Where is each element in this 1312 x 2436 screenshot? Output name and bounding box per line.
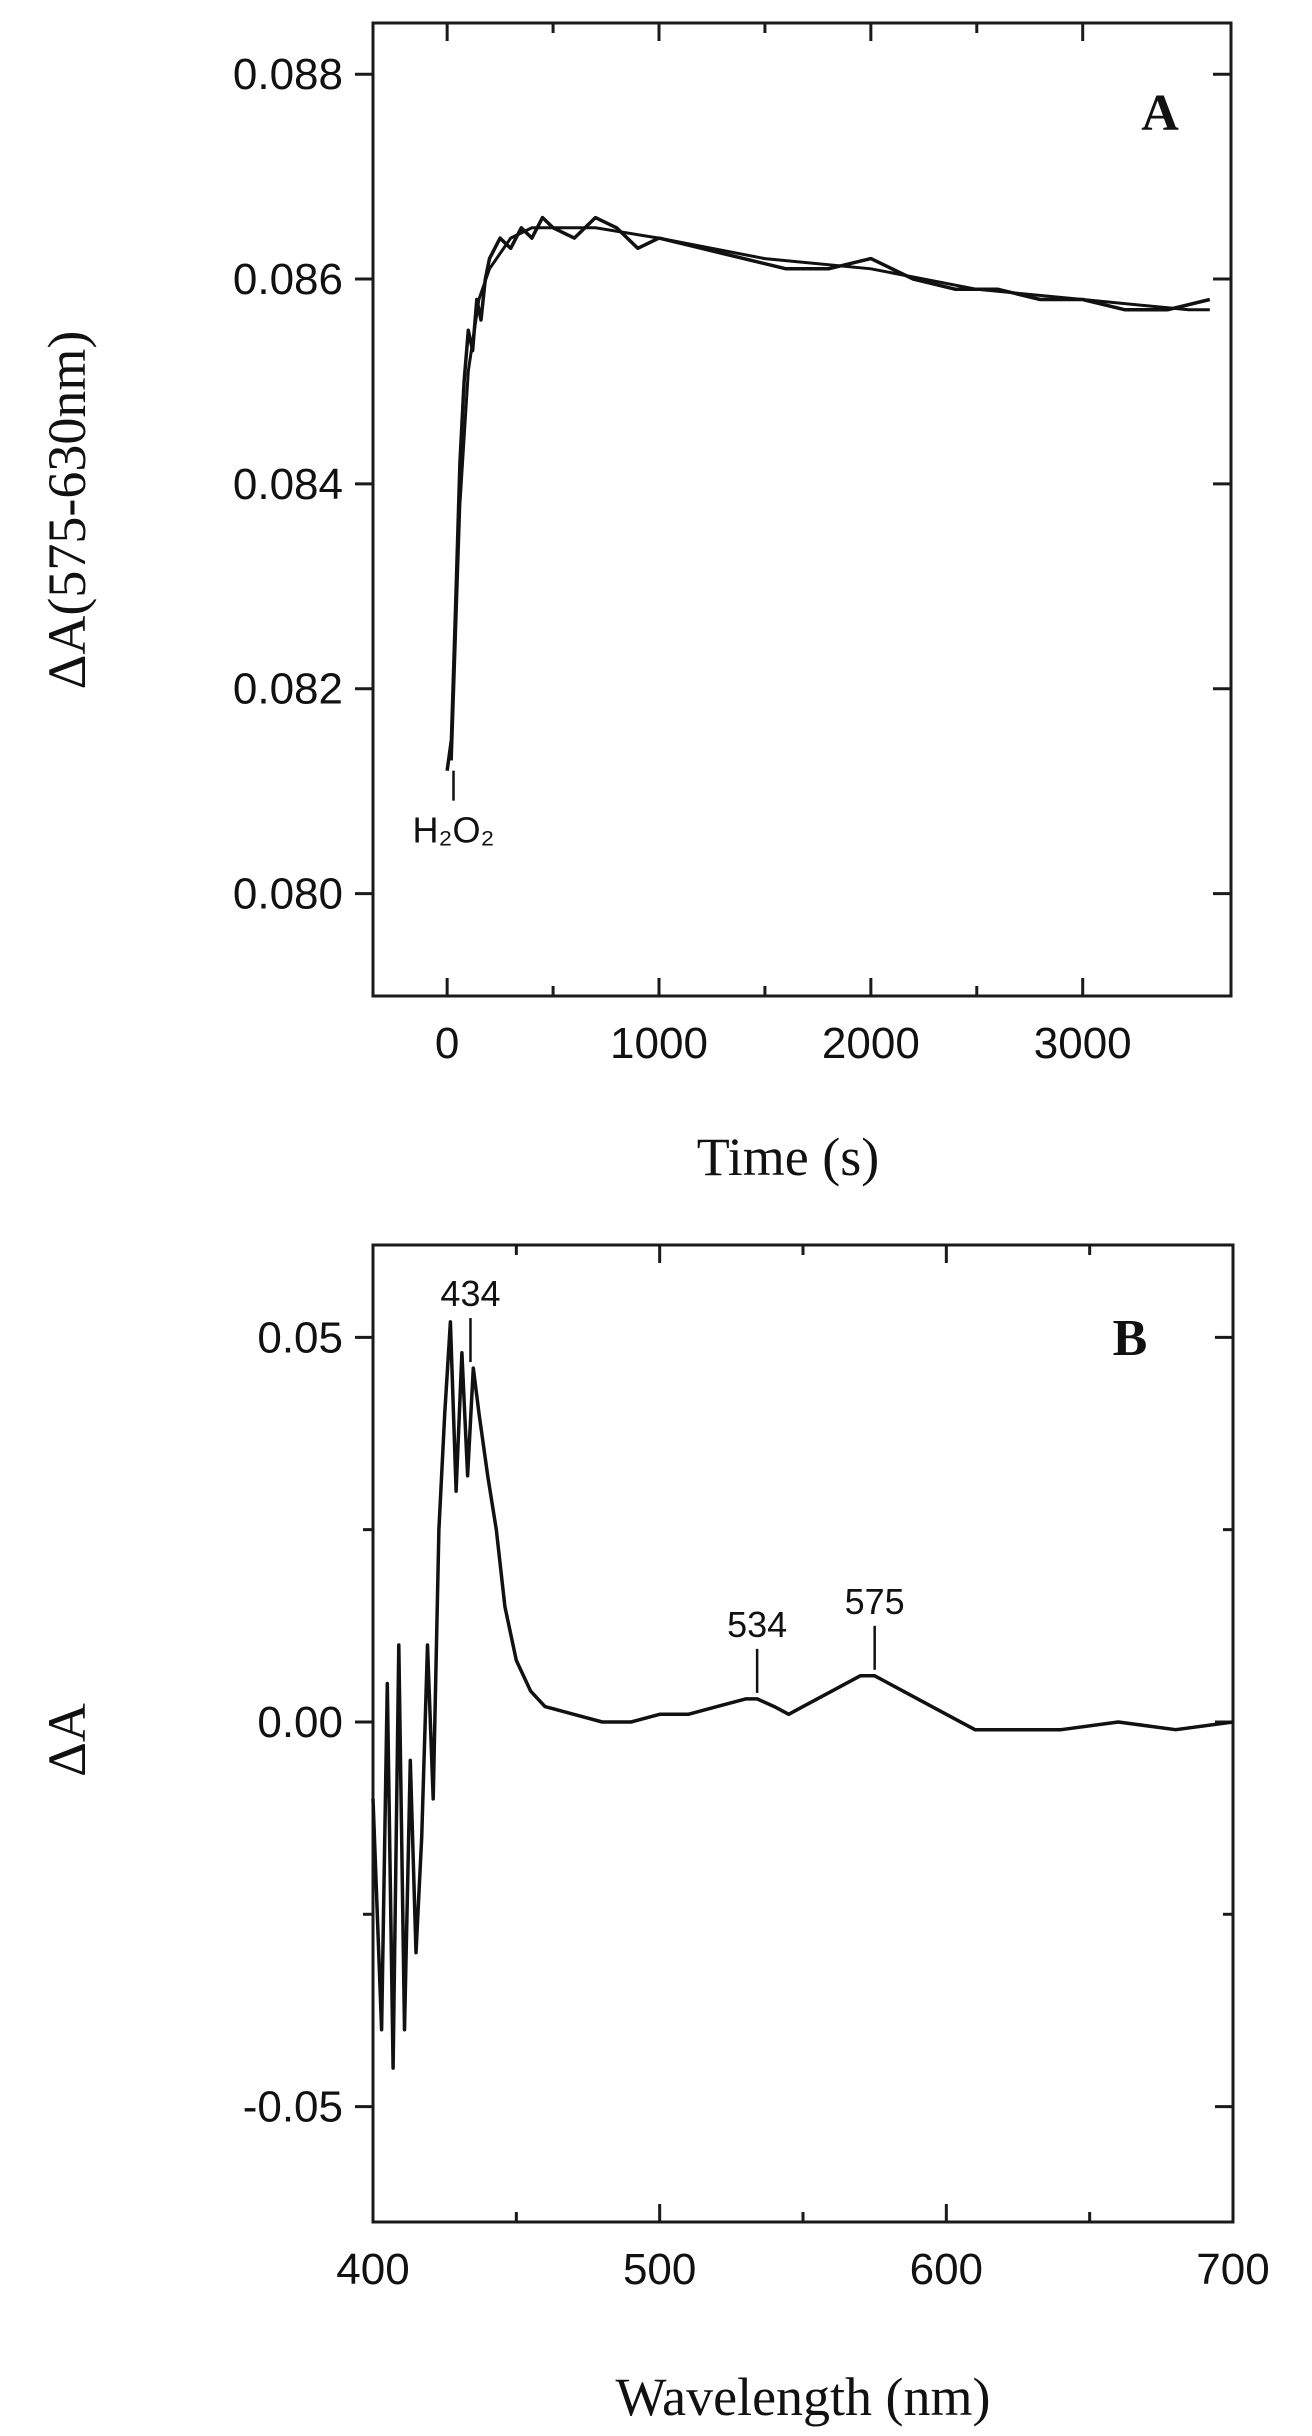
panel-b-y-tick-label: 0.00: [257, 1698, 343, 1747]
panel-b-ticks: 400 500 600 700 -0.05 0.00 0.05: [243, 1245, 1270, 2294]
panel-a-label: A: [1141, 85, 1179, 142]
panel-a-series-fit: [449, 226, 1210, 761]
peak-label-434: 434: [440, 1273, 500, 1314]
panel-b: 400 500 600 700 -0.05 0.00 0.05 434 534 575 B Wa…: [37, 1243, 1270, 2427]
panel-b-y-tick-label: -0.05: [243, 2083, 343, 2132]
panel-a-x-tick-label: 1000: [610, 1019, 708, 1068]
panel-a-data: H₂O₂: [413, 215, 1211, 851]
panel-a-y-axis-title: ΔA(575-630nm): [37, 331, 97, 690]
panel-b-y-tick-label: 0.05: [257, 1313, 343, 1362]
peak-label-575: 575: [845, 1581, 905, 1622]
panel-a-x-tick-label: 2000: [822, 1019, 920, 1068]
panel-b-data: 434 534 575: [371, 1273, 1234, 2070]
panel-b-label: B: [1113, 1310, 1148, 1367]
panel-a-y-tick-label: 0.080: [233, 870, 343, 919]
panel-b-y-axis-title: ΔA: [37, 1703, 97, 1777]
panel-a-x-tick-label: 3000: [1034, 1019, 1132, 1068]
panel-b-series-trace: [371, 1320, 1234, 2070]
panel-b-x-axis-title: Wavelength (nm): [615, 2367, 990, 2427]
panel-a-frame: [371, 21, 1233, 998]
panel-b-x-tick-label: 600: [910, 2245, 983, 2294]
panel-a-ticks: 0 1000 2000 3000 0.080 0.082 0.084 0.086 0.088: [233, 23, 1231, 1068]
panel-b-x-tick-label: 700: [1196, 2245, 1269, 2294]
panel-a-y-tick-label: 0.084: [233, 460, 343, 509]
panel-a: 0 1000 2000 3000 0.080 0.082 0.084 0.086 0.088 H…: [37, 21, 1233, 1187]
panel-b-x-tick-label: 500: [623, 2245, 696, 2294]
panel-a-x-axis-title: Time (s): [697, 1127, 880, 1187]
panel-b-frame: [371, 1243, 1235, 2224]
h2o2-annotation: H₂O₂: [413, 810, 495, 851]
panel-b-x-tick-label: 400: [336, 2245, 409, 2294]
panel-a-y-tick-label: 0.088: [233, 50, 343, 99]
panel-a-y-tick-label: 0.082: [233, 665, 343, 714]
peak-label-534: 534: [727, 1604, 787, 1645]
panel-a-y-tick-label: 0.086: [233, 255, 343, 304]
panel-a-x-tick-label: 0: [435, 1019, 459, 1068]
